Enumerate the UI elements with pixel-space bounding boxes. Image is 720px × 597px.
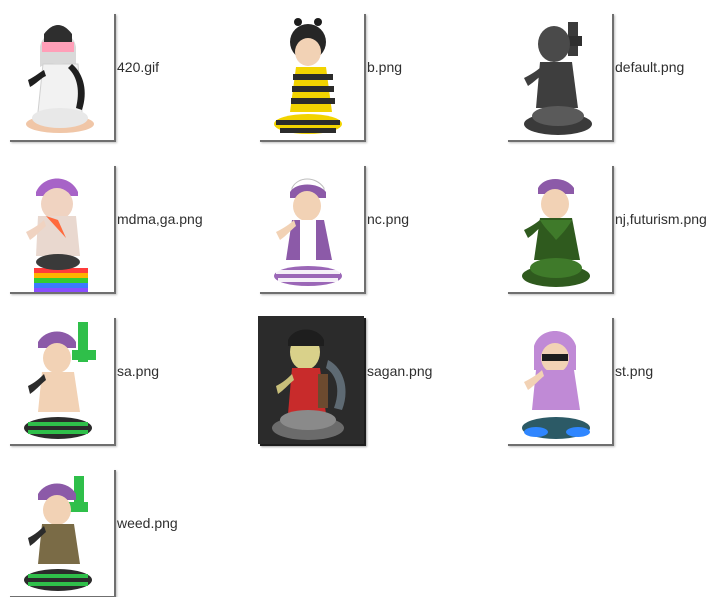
file-item-b-png[interactable]: b.png	[250, 0, 480, 140]
image-thumbnail	[258, 164, 364, 292]
figure-image	[8, 316, 114, 444]
file-item-nc-png[interactable]: nc.png	[250, 152, 480, 292]
figure-image	[258, 12, 364, 140]
image-thumbnail	[8, 316, 114, 444]
image-thumbnail	[258, 316, 364, 444]
file-name: nj,futurism.png	[615, 211, 707, 227]
image-thumbnail	[8, 164, 114, 292]
file-name: sa.png	[117, 363, 160, 379]
file-item-420-gif[interactable]: 420.gif	[0, 0, 230, 140]
figure-image	[506, 12, 612, 140]
file-item-default-png[interactable]: default.png	[498, 0, 720, 140]
image-thumbnail	[506, 12, 612, 140]
figure-image	[8, 164, 114, 292]
file-item-weed-png[interactable]: weed.png	[0, 456, 230, 596]
figure-image	[8, 12, 114, 140]
file-name: b.png	[367, 59, 403, 75]
file-name: nc.png	[367, 211, 410, 227]
file-item-st-png[interactable]: st.png	[498, 304, 720, 444]
file-name: sagan.png	[367, 363, 433, 379]
figure-image	[8, 468, 114, 596]
image-thumbnail	[8, 12, 114, 140]
file-name: 420.gif	[117, 59, 160, 75]
image-thumbnail	[258, 12, 364, 140]
file-name: weed.png	[117, 515, 178, 531]
figure-image	[258, 316, 364, 444]
file-item-sa-png[interactable]: sa.png	[0, 304, 230, 444]
figure-image	[506, 316, 612, 444]
file-item-mdma-ga-png[interactable]: mdma,ga.png	[0, 152, 230, 292]
figure-image	[258, 164, 364, 292]
image-thumbnail	[8, 468, 114, 596]
file-name: default.png	[615, 59, 685, 75]
figure-image	[506, 164, 612, 292]
file-name: st.png	[615, 363, 654, 379]
image-thumbnail	[506, 164, 612, 292]
file-item-sagan-png[interactable]: sagan.png	[250, 304, 480, 444]
file-item-nj-futurism-png[interactable]: nj,futurism.png	[498, 152, 720, 292]
file-name: mdma,ga.png	[117, 211, 203, 227]
image-thumbnail	[506, 316, 612, 444]
